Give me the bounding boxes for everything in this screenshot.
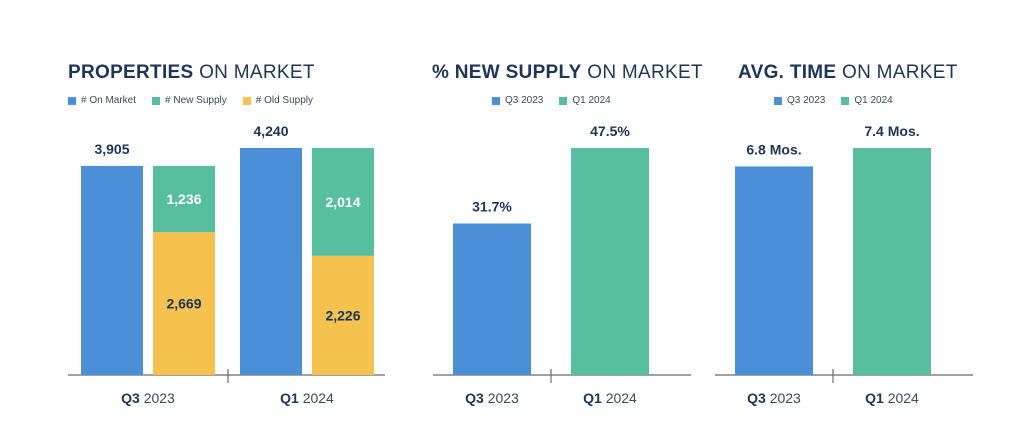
new-supply-legend: Q3 2023 Q1 2024 <box>492 95 611 106</box>
legend-old-supply: # Old Supply <box>242 95 313 106</box>
legend-q1-2024: Q1 2024 <box>559 95 611 106</box>
bar-old-supply <box>153 232 215 375</box>
value-label: 2,226 <box>325 307 360 323</box>
bar-new-supply <box>312 148 374 256</box>
legend-swatch <box>242 96 251 105</box>
value-label: 3,905 <box>94 141 129 157</box>
bar <box>571 148 649 375</box>
new-supply-panel: % NEW SUPPLY ON MARKET Q3 2023 Q1 2024 3… <box>380 0 703 446</box>
value-label: 31.7% <box>472 199 512 215</box>
value-label: 2,014 <box>325 194 360 210</box>
avg-time-title: AVG. TIME ON MARKET <box>738 62 958 83</box>
bar <box>735 166 813 375</box>
avg-time-legend: Q3 2023 Q1 2024 <box>774 95 893 106</box>
value-label: 1,236 <box>166 191 201 207</box>
properties-plot: 3,905 2,669 1,236 Q3 2023 4,240 2,226 2,014 Q1 … <box>68 123 385 406</box>
legend-on-market: # On Market <box>68 95 136 106</box>
x-tick-label: Q1 2024 <box>583 390 637 406</box>
legend-q1-2024: Q1 2024 <box>841 95 893 106</box>
bar-on-market <box>240 148 302 375</box>
x-tick-label: Q1 2024 <box>280 390 334 406</box>
new-supply-title: % NEW SUPPLY ON MARKET <box>432 62 703 83</box>
x-tick-label: Q3 2023 <box>121 390 175 406</box>
properties-panel: PROPERTIES ON MARKET # On Market # New S… <box>0 0 385 446</box>
bar <box>453 223 531 375</box>
x-tick-label: Q1 2024 <box>865 390 919 406</box>
legend-q3-2023: Q3 2023 <box>774 95 825 106</box>
value-label: 2,669 <box>166 296 201 312</box>
legend-swatch <box>68 96 76 105</box>
bar-old-supply <box>312 255 374 375</box>
value-label: 47.5% <box>590 123 630 139</box>
bar-on-market <box>81 165 143 375</box>
value-label: 4,240 <box>253 123 288 139</box>
avg-time-plot: 6.8 Mos. Q3 2023 7.4 Mos. Q1 2024 <box>715 123 973 406</box>
new-supply-plot: 31.7% Q3 2023 47.5% Q1 2024 <box>433 123 691 406</box>
legend-swatch <box>559 96 568 105</box>
avg-time-panel: AVG. TIME ON MARKET Q3 2023 Q1 2024 6.8 … <box>700 0 1024 446</box>
legend-swatch <box>841 96 850 105</box>
value-label: 6.8 Mos. <box>746 141 801 157</box>
properties-title: PROPERTIES ON MARKET <box>68 62 315 83</box>
legend-swatch <box>492 96 500 105</box>
bar-new-supply <box>153 165 215 233</box>
properties-legend: # On Market # New Supply # Old Supply <box>68 95 313 106</box>
legend-q3-2023: Q3 2023 <box>492 95 543 106</box>
legend-new-supply: # New Supply <box>152 95 227 106</box>
bar <box>853 148 931 375</box>
legend-swatch <box>774 96 782 105</box>
x-tick-label: Q3 2023 <box>465 390 519 406</box>
x-tick-label: Q3 2023 <box>747 390 801 406</box>
value-label: 7.4 Mos. <box>864 123 919 139</box>
legend-swatch <box>152 96 161 105</box>
